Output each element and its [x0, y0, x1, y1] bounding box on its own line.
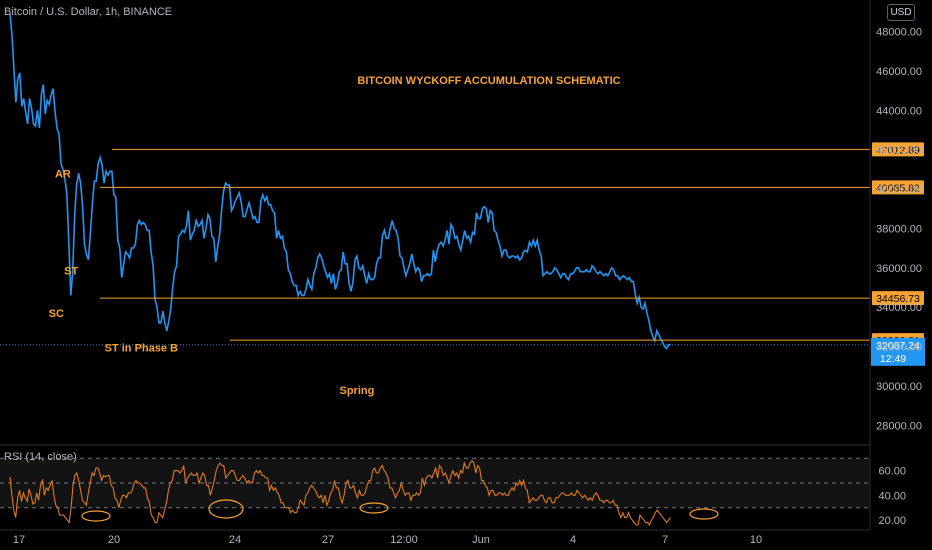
- price-axis[interactable]: 42012.8940085.8234456.7332326.8132087.24…: [871, 27, 925, 433]
- price-tick-label: 28000.00: [876, 420, 922, 432]
- wyckoff-annotation: ST in Phase B: [105, 343, 178, 355]
- current-price-label: 32087.24: [876, 340, 920, 352]
- level-price-label: 40085.82: [876, 182, 920, 194]
- symbol-title: Bitcoin / U.S. Dollar, 1h, BINANCE: [4, 6, 172, 18]
- rsi-tick-label: 60.00: [878, 466, 906, 478]
- time-tick-label: 7: [662, 534, 668, 546]
- time-tick-label: 20: [108, 534, 120, 546]
- rsi-oversold-marker: [689, 508, 719, 520]
- price-tick-label: 48000.00: [876, 27, 922, 39]
- price-tick-label: 32000.00: [876, 342, 922, 354]
- currency-button[interactable]: USD: [887, 4, 915, 21]
- wyckoff-annotation: SC: [49, 308, 64, 320]
- time-axis[interactable]: 17 20 24 27 12:00 Jun 4 7 10: [13, 534, 762, 546]
- time-tick-label: 4: [570, 534, 576, 546]
- rsi-legend: RSI (14, close): [4, 451, 77, 463]
- time-tick-label: 17: [13, 534, 25, 546]
- time-tick-label: Jun: [472, 534, 490, 546]
- current-price-tag: [871, 337, 925, 366]
- rsi-tick-label: 20.00: [878, 515, 906, 527]
- price-tick-label: 40000.00: [876, 184, 922, 196]
- price-tick-label: 46000.00: [876, 66, 922, 78]
- time-tick-label: 12:00: [390, 534, 418, 546]
- rsi-pane[interactable]: [0, 457, 870, 527]
- level-price-label: 34456.73: [876, 293, 920, 305]
- price-line: [9, 13, 671, 350]
- rsi-tick-label: 40.00: [878, 490, 906, 502]
- wyckoff-annotation: ST: [64, 266, 78, 278]
- rsi-oversold-marker: [359, 502, 389, 514]
- time-tick-label: 24: [229, 534, 241, 546]
- time-tick-label: 10: [750, 534, 762, 546]
- chart-title: BITCOIN WYCKOFF ACCUMULATION SCHEMATIC: [357, 75, 620, 87]
- level-price-label: 42012.89: [876, 144, 920, 156]
- rsi-line: [9, 459, 671, 527]
- rsi-axis[interactable]: 20.00 40.00 60.00: [878, 466, 906, 528]
- price-tick-label: 36000.00: [876, 263, 922, 275]
- price-tick-label: 38000.00: [876, 223, 922, 235]
- time-tick-label: 27: [322, 534, 334, 546]
- candle-countdown: 12:49: [880, 353, 906, 365]
- price-tick-label: 30000.00: [876, 381, 922, 393]
- price-tick-label: 42000.00: [876, 145, 922, 157]
- rsi-oversold-marker: [81, 510, 111, 522]
- level-price-tag: [872, 180, 924, 195]
- level-price-tag: [872, 291, 924, 306]
- wyckoff-annotation: AR: [55, 168, 71, 180]
- level-price-tag: [872, 142, 924, 157]
- wyckoff-annotation: Spring: [339, 385, 374, 397]
- rsi-oversold-marker: [208, 499, 244, 519]
- price-pane[interactable]: AR ST SC ST in Phase B Spring: [0, 13, 870, 397]
- price-tick-label: 34000.00: [876, 302, 922, 314]
- price-tick-label: 44000.00: [876, 105, 922, 117]
